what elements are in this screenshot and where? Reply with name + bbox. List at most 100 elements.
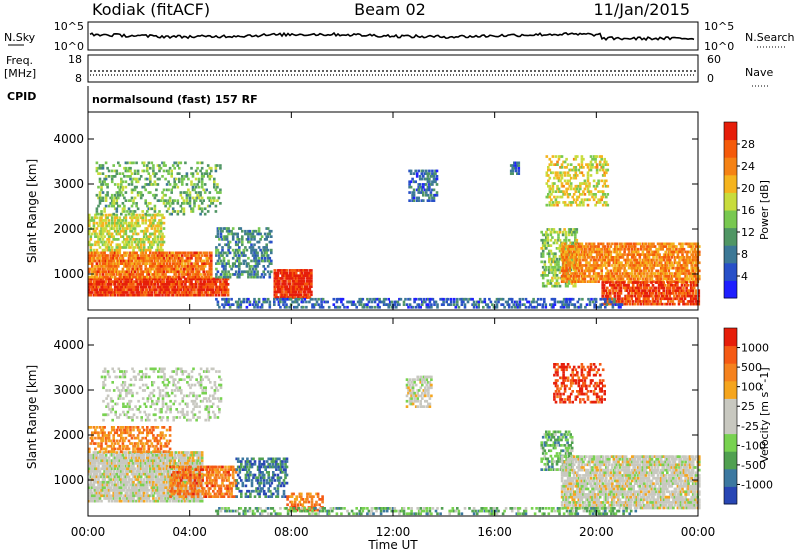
scatter-cell	[224, 303, 227, 306]
scatter-cell	[402, 300, 406, 304]
scatter-cell	[126, 210, 129, 213]
scatter-cell	[236, 251, 239, 255]
scatter-cell	[216, 288, 219, 292]
scatter-cell	[603, 245, 606, 248]
scatter-cell	[603, 163, 606, 166]
scatter-cell	[141, 273, 144, 276]
scatter-cell	[606, 269, 610, 273]
scatter-cell	[136, 275, 140, 279]
scatter-cell	[418, 185, 422, 189]
scatter-cell	[238, 248, 241, 252]
scatter-cell	[551, 155, 555, 158]
scatter-cell	[411, 177, 414, 181]
scatter-cell	[184, 265, 187, 268]
scatter-cell	[552, 230, 556, 234]
scatter-cell	[594, 166, 597, 169]
scatter-cell	[589, 245, 593, 248]
scatter-cell	[98, 238, 102, 241]
scatter-cell	[543, 263, 547, 266]
scatter-cell	[577, 274, 581, 278]
scatter-cell	[310, 274, 313, 278]
scatter-cell	[136, 232, 140, 236]
scatter-cell	[279, 297, 282, 301]
scatter-cell	[340, 297, 343, 301]
scatter-cell	[611, 242, 614, 246]
scatter-cell	[643, 272, 646, 275]
scatter-cell	[174, 256, 178, 260]
scatter-cell	[199, 293, 202, 297]
scatter-cell	[428, 180, 431, 184]
scatter-cell	[132, 265, 135, 268]
scatter-cell	[178, 273, 181, 276]
scatter-cell	[543, 274, 547, 277]
scatter-cell	[168, 166, 172, 170]
scatter-cell	[579, 184, 582, 188]
scatter-cell	[658, 256, 661, 259]
scatter-cell	[311, 305, 314, 309]
scatter-cell	[574, 261, 578, 265]
scatter-cell	[679, 250, 683, 254]
scatter-cell	[167, 270, 170, 274]
scatter-cell	[194, 177, 198, 181]
scatter-cell	[674, 281, 678, 284]
scatter-cell	[603, 253, 606, 256]
scatter-cell	[203, 285, 207, 289]
scatter-cell	[572, 264, 576, 267]
scatter-cell	[675, 266, 678, 270]
scatter-cell	[219, 166, 222, 170]
scatter-cell	[676, 297, 679, 301]
scatter-cell	[626, 242, 629, 246]
scatter-cell	[200, 285, 204, 289]
scatter-cell	[203, 207, 207, 211]
scatter-cell	[103, 291, 106, 294]
scatter-cell	[253, 251, 256, 255]
scatter-cell	[171, 254, 175, 257]
scatter-cell	[569, 187, 573, 191]
scatter-cell	[420, 177, 424, 181]
scatter-cell	[224, 273, 227, 276]
scatter-cell	[409, 180, 413, 184]
scatter-cell	[612, 269, 616, 273]
scatter-cell	[580, 163, 584, 166]
scatter-cell	[132, 251, 135, 255]
scatter-cell	[617, 274, 620, 278]
scatter-cell	[572, 187, 576, 191]
scatter-cell	[95, 293, 99, 297]
scatter-cell	[139, 288, 143, 292]
scatter-cell	[171, 185, 175, 189]
scatter-cell	[123, 232, 126, 236]
scatter-cell	[308, 287, 312, 291]
scatter-cell	[106, 216, 109, 220]
scatter-cell	[144, 248, 147, 252]
scatter-cell	[167, 180, 170, 184]
scatter-cell	[103, 240, 106, 244]
scatter-cell	[253, 297, 256, 301]
scatter-cell	[399, 297, 403, 301]
scatter-cell	[667, 253, 671, 256]
scatter-cell	[637, 264, 640, 267]
scatter-cell	[644, 297, 647, 301]
scatter-cell	[91, 232, 94, 236]
scatter-cell	[124, 227, 128, 230]
scatter-cell	[253, 265, 256, 268]
scatter-cell	[135, 283, 138, 286]
scatter-cell	[126, 243, 129, 247]
scatter-cell	[646, 253, 649, 256]
scatter-cell	[144, 270, 147, 274]
scatter-cell	[92, 288, 96, 292]
scatter-cell	[297, 287, 301, 291]
scatter-cell	[565, 245, 568, 248]
scatter-cell	[281, 274, 284, 278]
scatter-cell	[262, 248, 265, 252]
scatter-cell	[622, 281, 626, 284]
scatter-cell	[100, 188, 103, 192]
scatter-cell	[202, 175, 205, 178]
scatter-cell	[279, 300, 282, 304]
scatter-cell	[633, 292, 636, 295]
scatter-cell	[227, 232, 230, 236]
scatter-cell	[150, 277, 154, 281]
scatter-cell	[152, 265, 155, 268]
scatter-cell	[156, 283, 160, 286]
scatter-cell	[184, 291, 187, 294]
scatter-cell	[211, 196, 215, 200]
